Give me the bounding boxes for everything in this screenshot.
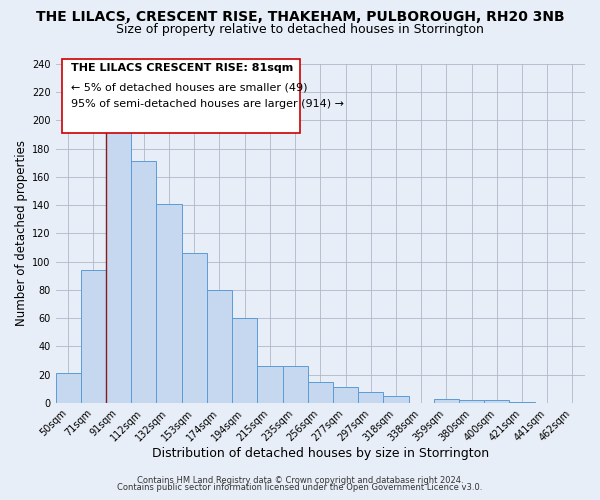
Bar [106, 120, 131, 403]
Text: Contains HM Land Registry data © Crown copyright and database right 2024.: Contains HM Land Registry data © Crown c… [137, 476, 463, 485]
Bar [358, 392, 383, 403]
Bar [56, 374, 81, 403]
Bar [182, 254, 207, 403]
Bar [509, 402, 535, 403]
Text: Size of property relative to detached houses in Storrington: Size of property relative to detached ho… [116, 22, 484, 36]
Bar [484, 400, 509, 403]
Bar [434, 398, 459, 403]
Bar [131, 162, 157, 403]
Text: Contains public sector information licensed under the Open Government Licence v3: Contains public sector information licen… [118, 484, 482, 492]
Text: THE LILACS, CRESCENT RISE, THAKEHAM, PULBOROUGH, RH20 3NB: THE LILACS, CRESCENT RISE, THAKEHAM, PUL… [35, 10, 565, 24]
Text: THE LILACS CRESCENT RISE: 81sqm: THE LILACS CRESCENT RISE: 81sqm [71, 63, 293, 73]
Bar [232, 318, 257, 403]
Bar [157, 204, 182, 403]
Text: 95% of semi-detached houses are larger (914) →: 95% of semi-detached houses are larger (… [71, 99, 344, 109]
Bar [283, 366, 308, 403]
Bar [81, 270, 106, 403]
Bar [207, 290, 232, 403]
X-axis label: Distribution of detached houses by size in Storrington: Distribution of detached houses by size … [152, 447, 489, 460]
Bar [383, 396, 409, 403]
Bar [257, 366, 283, 403]
Y-axis label: Number of detached properties: Number of detached properties [15, 140, 28, 326]
Bar [308, 382, 333, 403]
Bar [459, 400, 484, 403]
Text: ← 5% of detached houses are smaller (49): ← 5% of detached houses are smaller (49) [71, 82, 307, 92]
Bar [333, 388, 358, 403]
